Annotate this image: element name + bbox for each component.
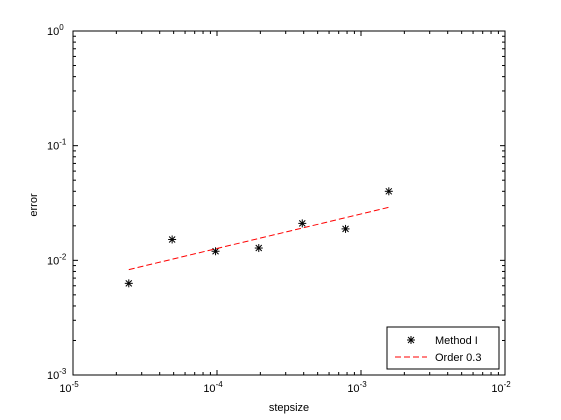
y-axis-label: error (28, 193, 40, 217)
legend: Method I Order 0.3 (386, 326, 500, 370)
y-tick-label: 10-1 (47, 138, 67, 153)
data-point (384, 187, 393, 196)
x-tick-label: 10-5 (59, 380, 79, 395)
legend-box (386, 326, 500, 370)
data-series (124, 187, 393, 288)
data-point (211, 247, 220, 256)
legend-marker-sample (407, 336, 415, 344)
data-point (254, 244, 263, 253)
x-tick-label: 10-3 (347, 380, 367, 395)
y-tick-label: 10-3 (47, 367, 67, 382)
x-axis-label: stepsize (269, 402, 309, 414)
data-point (341, 224, 350, 233)
data-point (298, 219, 307, 228)
y-tick-label: 10-2 (47, 252, 67, 267)
plot-frame (72, 30, 506, 376)
legend-label: Order 0.3 (435, 352, 481, 364)
y-tick-label: 100 (47, 23, 64, 38)
x-tick-label: 10-4 (203, 380, 223, 395)
plot-area (72, 30, 506, 376)
axis-ticks: 10-5 10-4 10-3 10-2 10-3 10-2 10-1 100 (47, 23, 511, 395)
data-point (124, 279, 133, 288)
legend-label: Method I (435, 335, 478, 347)
x-tick-label: 10-2 (491, 380, 511, 395)
data-point (168, 235, 177, 244)
